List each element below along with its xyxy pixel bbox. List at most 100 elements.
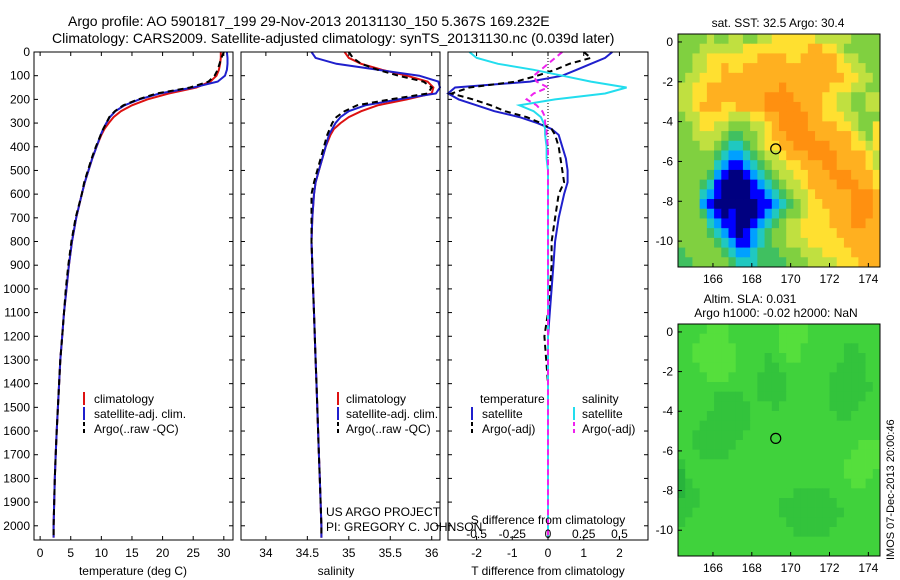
map-cell xyxy=(706,63,715,74)
map-cell xyxy=(851,208,859,219)
map-cell xyxy=(815,218,823,229)
map-cell xyxy=(742,527,751,538)
map-cell xyxy=(822,92,830,103)
map-cell xyxy=(851,440,859,451)
map-cell xyxy=(872,401,881,412)
map-cell xyxy=(829,382,838,393)
map-cell xyxy=(779,440,787,451)
map-cell xyxy=(685,218,693,229)
map-cell xyxy=(742,53,751,64)
map-cell xyxy=(721,189,729,200)
map-cell xyxy=(851,362,859,373)
map-cell xyxy=(742,208,751,219)
map-cell xyxy=(742,459,751,470)
map-cell xyxy=(728,82,737,93)
map-cell xyxy=(692,527,701,538)
map-cell xyxy=(843,459,852,470)
map-cell xyxy=(692,430,701,441)
map-cell xyxy=(750,401,758,412)
map-cell xyxy=(786,43,794,54)
map-cell xyxy=(786,247,794,258)
map-cell xyxy=(685,228,693,239)
map-x-tick-label: 174 xyxy=(858,561,878,575)
map-cell xyxy=(851,218,859,229)
map-cell xyxy=(865,218,874,229)
map-cell xyxy=(858,53,866,64)
map-cell xyxy=(728,63,737,74)
map-cell xyxy=(685,362,693,373)
map-cell xyxy=(800,150,809,161)
legend-s-sat-label: satellite xyxy=(582,407,623,421)
map-cell xyxy=(706,498,715,509)
map-cell xyxy=(815,257,823,268)
map-cell xyxy=(858,546,866,557)
map-cell xyxy=(836,382,845,393)
map-cell xyxy=(822,34,830,45)
map-cell xyxy=(750,121,758,132)
map-cell xyxy=(815,179,823,190)
map-cell xyxy=(721,440,729,451)
map-cell xyxy=(699,189,708,200)
map-cell xyxy=(706,82,715,93)
map-cell xyxy=(858,218,866,229)
map-cell xyxy=(735,199,744,210)
map-cell xyxy=(771,440,780,451)
map-cell xyxy=(757,372,765,383)
map-cell xyxy=(728,343,737,354)
map-cell xyxy=(742,362,751,373)
map-cell xyxy=(829,353,838,364)
map-cell xyxy=(858,199,866,210)
map-cell xyxy=(742,546,751,557)
map-cell xyxy=(735,391,744,402)
map-cell xyxy=(764,199,773,210)
map-cell xyxy=(807,411,816,422)
map-y-tick-label: 0 xyxy=(666,325,673,339)
map-cell xyxy=(699,34,708,45)
map-cell xyxy=(822,101,830,113)
map-cell xyxy=(786,140,794,151)
map-cell xyxy=(721,401,729,412)
map-cell xyxy=(706,546,715,557)
map-cell xyxy=(858,488,866,499)
map-cell xyxy=(836,72,845,83)
map-cell xyxy=(699,324,708,335)
map-cell xyxy=(721,420,729,431)
map-cell xyxy=(678,459,686,470)
map-cell xyxy=(764,401,773,412)
map-cell xyxy=(714,34,722,45)
map-cell xyxy=(692,257,701,268)
map-cell xyxy=(721,208,729,219)
map-cell xyxy=(872,140,881,151)
map-cell xyxy=(836,353,845,364)
map-cell xyxy=(815,362,823,373)
map-cell xyxy=(735,63,744,74)
map-cell xyxy=(843,131,852,142)
map-cell xyxy=(786,237,794,248)
map-cell xyxy=(836,179,845,190)
map-cell xyxy=(800,228,809,239)
map-cell xyxy=(764,218,773,229)
map-cell xyxy=(714,353,722,364)
sst-map-title: sat. SST: 32.5 Argo: 30.4 xyxy=(712,16,845,30)
map-cell xyxy=(843,121,852,132)
map-cell xyxy=(851,179,859,190)
map-cell xyxy=(807,372,816,383)
map-cell xyxy=(858,324,866,335)
map-cell xyxy=(829,189,838,200)
sla-map-frame xyxy=(677,323,881,557)
map-cell xyxy=(721,449,729,460)
map-cell xyxy=(678,430,686,441)
map-cell xyxy=(728,488,737,499)
map-cell xyxy=(750,208,758,219)
map-cell xyxy=(771,430,780,441)
map-cell xyxy=(815,63,823,74)
map-cell xyxy=(706,372,715,383)
map-cell xyxy=(728,169,737,181)
map-cell xyxy=(872,498,881,509)
map-cell xyxy=(807,189,816,200)
map-cell xyxy=(699,131,708,142)
depth-tick-label: 300 xyxy=(10,116,30,130)
depth-tick-label: 700 xyxy=(10,211,30,225)
map-cell xyxy=(800,498,809,509)
map-cell xyxy=(865,536,874,547)
